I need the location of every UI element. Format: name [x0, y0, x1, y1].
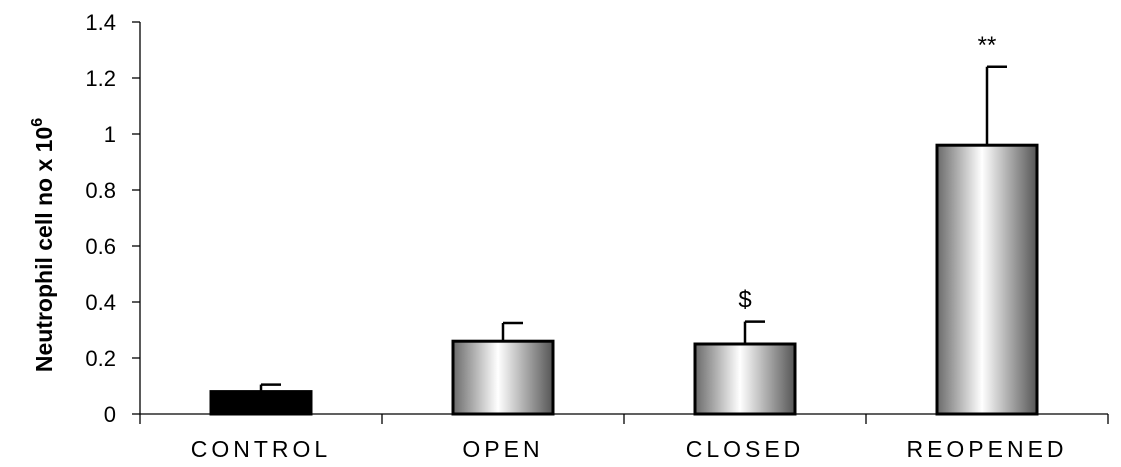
category-labels: CONTROL OPEN CLOSED REOPENED: [191, 436, 1067, 462]
error-bar-reopened: [985, 65, 1007, 146]
y-tick-label: 0: [104, 402, 116, 427]
annotations: $ **: [738, 32, 996, 314]
y-tick-label: 0.8: [85, 178, 116, 203]
significance-marker: **: [978, 32, 997, 59]
error-bar-control: [259, 383, 281, 392]
significance-marker: $: [738, 287, 751, 314]
y-axis-label: Neutrophil cell no x 106: [29, 118, 57, 372]
category-label: CLOSED: [686, 436, 805, 462]
y-tick-label: 1.2: [85, 66, 116, 91]
error-bars: [259, 65, 1007, 392]
y-axis-ticks: 0 0.2 0.4 0.6 0.8 1 1.2 1.4: [85, 10, 140, 427]
bar-control: [209, 390, 313, 416]
y-tick-label: 0.2: [85, 346, 116, 371]
y-tick-label: 0.4: [85, 290, 116, 315]
bar-closed: [693, 342, 797, 416]
category-label: OPEN: [462, 436, 543, 462]
category-label: CONTROL: [191, 436, 331, 462]
error-bar-closed: [743, 320, 765, 344]
bar-reopened: [935, 143, 1039, 416]
error-bar-open: [501, 321, 523, 342]
y-tick-label: 1.4: [85, 10, 116, 35]
bar-open: [451, 339, 555, 416]
y-tick-label: 1: [104, 122, 116, 147]
y-tick-label: 0.6: [85, 234, 116, 259]
bars: [209, 143, 1039, 416]
category-label: REOPENED: [906, 436, 1067, 462]
